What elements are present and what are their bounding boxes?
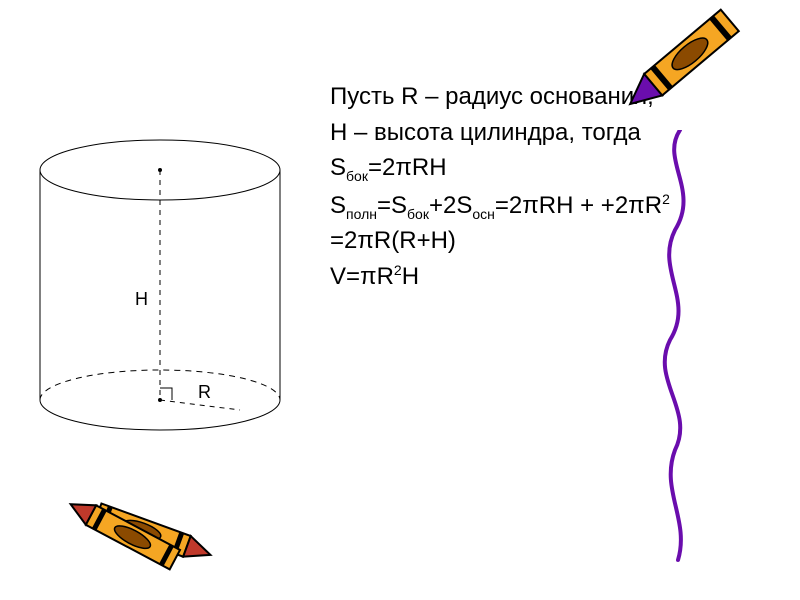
crayon-top-icon bbox=[600, 0, 760, 145]
label-h: H bbox=[135, 289, 148, 309]
crayon-bottom-icon bbox=[60, 485, 230, 580]
cylinder-svg: H R bbox=[20, 130, 300, 450]
text-line-4: Sполн=Sбок+2Sосн=2πRH + +2πR2 =2πR(R+H) bbox=[330, 189, 690, 258]
cylinder-diagram: H R bbox=[20, 130, 300, 455]
crayon-squiggle-icon bbox=[640, 130, 720, 575]
text-line-3: Sбок=2πRH bbox=[330, 151, 690, 186]
label-r: R bbox=[198, 382, 211, 402]
text-line-5: V=πR2H bbox=[330, 260, 690, 294]
